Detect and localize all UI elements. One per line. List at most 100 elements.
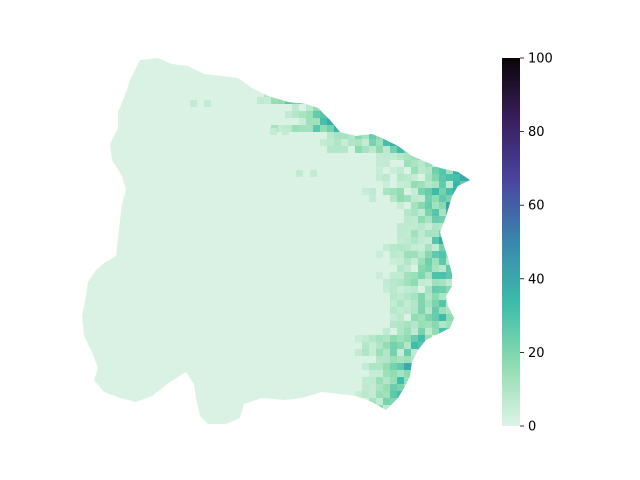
grid-cell bbox=[397, 293, 404, 300]
grid-cell bbox=[418, 230, 425, 237]
grid-cell bbox=[432, 279, 439, 286]
grid-cell bbox=[404, 286, 411, 293]
grid-cell bbox=[425, 279, 432, 286]
grid-cell bbox=[411, 384, 418, 391]
grid-cell bbox=[411, 167, 418, 174]
grid-cell bbox=[425, 223, 432, 230]
grid-cell bbox=[453, 216, 460, 223]
grid-cell bbox=[404, 230, 411, 237]
grid-cell bbox=[390, 335, 397, 342]
grid-cell bbox=[390, 132, 397, 139]
grid-cell bbox=[292, 97, 299, 104]
grid-cell bbox=[446, 181, 453, 188]
grid-cell bbox=[425, 307, 432, 314]
grid-cell bbox=[313, 104, 320, 111]
grid-cell bbox=[404, 265, 411, 272]
grid-cell bbox=[453, 307, 460, 314]
grid-cell bbox=[453, 251, 460, 258]
grid-cell bbox=[411, 307, 418, 314]
grid-cell bbox=[397, 286, 404, 293]
grid-cell bbox=[376, 251, 383, 258]
grid-cell bbox=[418, 335, 425, 342]
grid-cell bbox=[390, 279, 397, 286]
grid-cell bbox=[418, 384, 425, 391]
grid-cell bbox=[397, 181, 404, 188]
grid-cell bbox=[425, 153, 432, 160]
grid-cell bbox=[411, 377, 418, 384]
grid-cell bbox=[404, 174, 411, 181]
grid-cell bbox=[376, 139, 383, 146]
grid-cell bbox=[446, 216, 453, 223]
grid-cell bbox=[439, 223, 446, 230]
grid-cell bbox=[453, 258, 460, 265]
grid-cell bbox=[439, 272, 446, 279]
grid-cell bbox=[306, 104, 313, 111]
grid-cell bbox=[355, 146, 362, 153]
grid-cell bbox=[411, 230, 418, 237]
grid-cell bbox=[439, 279, 446, 286]
grid-cell bbox=[460, 300, 467, 307]
grid-cell bbox=[390, 286, 397, 293]
grid-cell bbox=[418, 216, 425, 223]
grid-cell bbox=[376, 370, 383, 377]
grid-cell bbox=[383, 146, 390, 153]
grid-cell bbox=[446, 307, 453, 314]
grid-cell bbox=[257, 97, 264, 104]
grid-cell bbox=[397, 223, 404, 230]
grid-cell bbox=[404, 328, 411, 335]
grid-cell bbox=[453, 244, 460, 251]
grid-cell bbox=[411, 342, 418, 349]
grid-cell bbox=[411, 174, 418, 181]
grid-cell bbox=[432, 314, 439, 321]
grid-cell bbox=[390, 300, 397, 307]
grid-cell bbox=[404, 335, 411, 342]
grid-cell bbox=[310, 170, 317, 177]
grid-cell bbox=[460, 279, 467, 286]
grid-cell bbox=[292, 125, 299, 132]
grid-cell bbox=[446, 251, 453, 258]
grid-cell bbox=[390, 405, 397, 412]
grid-cell bbox=[334, 139, 341, 146]
grid-cell bbox=[397, 314, 404, 321]
grid-cell bbox=[411, 272, 418, 279]
grid-cell bbox=[460, 153, 467, 160]
grid-cell bbox=[432, 293, 439, 300]
grid-cell bbox=[446, 279, 453, 286]
grid-cell bbox=[334, 118, 341, 125]
grid-cell bbox=[446, 272, 453, 279]
grid-cell bbox=[460, 293, 467, 300]
grid-cell bbox=[292, 104, 299, 111]
grid-cell bbox=[453, 279, 460, 286]
grid-cell bbox=[432, 195, 439, 202]
grid-cell bbox=[190, 100, 197, 107]
grid-cell bbox=[404, 139, 411, 146]
grid-cell bbox=[439, 286, 446, 293]
grid-cell bbox=[425, 300, 432, 307]
grid-cell bbox=[397, 237, 404, 244]
grid-cell bbox=[425, 335, 432, 342]
grid-cell bbox=[264, 97, 271, 104]
grid-cell bbox=[390, 258, 397, 265]
grid-cell bbox=[418, 160, 425, 167]
grid-cell bbox=[411, 363, 418, 370]
grid-cell bbox=[334, 146, 341, 153]
grid-cell bbox=[299, 125, 306, 132]
grid-cell bbox=[425, 342, 432, 349]
grid-cell bbox=[397, 265, 404, 272]
grid-cell bbox=[327, 132, 334, 139]
grid-cell bbox=[453, 321, 460, 328]
grid-cell bbox=[418, 391, 425, 398]
grid-cell bbox=[411, 286, 418, 293]
grid-cell bbox=[411, 356, 418, 363]
grid-cell bbox=[418, 342, 425, 349]
grid-cell bbox=[390, 370, 397, 377]
grid-cell bbox=[453, 209, 460, 216]
grid-cell bbox=[397, 405, 404, 412]
grid-cell bbox=[432, 209, 439, 216]
grid-cell bbox=[397, 335, 404, 342]
grid-cell bbox=[411, 244, 418, 251]
grid-cell bbox=[369, 139, 376, 146]
grid-cell bbox=[453, 272, 460, 279]
grid-cell bbox=[432, 286, 439, 293]
